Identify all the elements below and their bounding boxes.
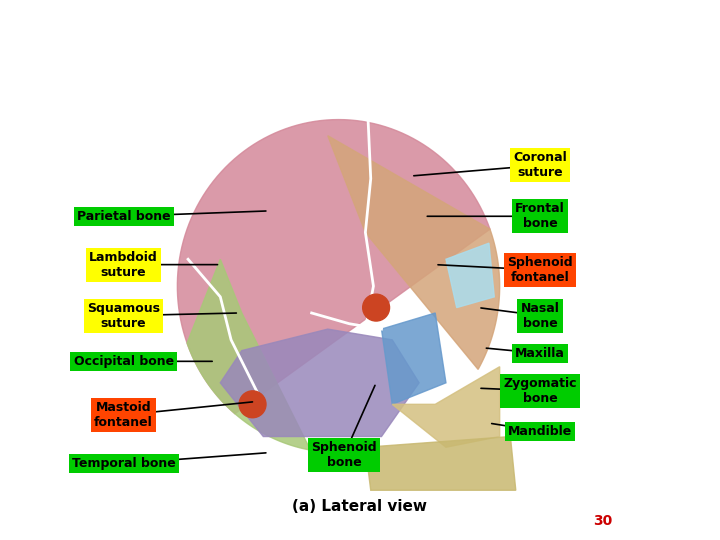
Text: Frontal
bone: Frontal bone [515, 202, 565, 230]
Polygon shape [328, 136, 500, 369]
Text: (a) Lateral view: (a) Lateral view [292, 499, 428, 514]
Text: Parietal bone: Parietal bone [77, 210, 171, 223]
Polygon shape [446, 243, 495, 308]
Text: Lambdoid
suture: Lambdoid suture [89, 251, 158, 279]
Text: Mandible: Mandible [508, 424, 572, 437]
Text: Mastoid
fontanel: Mastoid fontanel [94, 401, 153, 429]
Polygon shape [382, 313, 446, 404]
Text: Temporal bone: Temporal bone [72, 457, 176, 470]
Circle shape [363, 294, 390, 321]
Text: Zygomatic
bone: Zygomatic bone [503, 377, 577, 405]
Polygon shape [177, 119, 490, 414]
Text: Sphenoid
fontanel: Sphenoid fontanel [507, 256, 573, 284]
Text: Sphenoid
bone: Sphenoid bone [311, 441, 377, 469]
Text: Coronal
suture: Coronal suture [513, 151, 567, 179]
Circle shape [239, 391, 266, 418]
Text: Maxilla: Maxilla [515, 347, 565, 360]
Text: Occipital bone: Occipital bone [73, 355, 174, 368]
Text: 30: 30 [593, 514, 613, 528]
Polygon shape [365, 436, 516, 490]
Text: Nasal
bone: Nasal bone [521, 302, 559, 329]
Polygon shape [392, 367, 500, 447]
Text: Squamous
suture: Squamous suture [87, 302, 160, 329]
Polygon shape [187, 259, 310, 450]
Polygon shape [220, 329, 419, 436]
